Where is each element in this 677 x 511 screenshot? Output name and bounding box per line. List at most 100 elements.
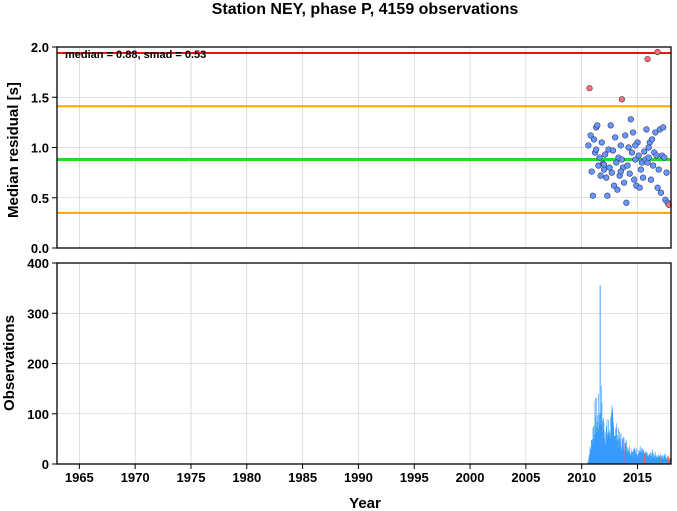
histogram-bar xyxy=(592,428,594,464)
histogram-bar xyxy=(605,442,606,464)
y-tick-label: 0 xyxy=(42,457,49,472)
histogram-bar xyxy=(591,439,593,464)
data-point xyxy=(621,179,628,186)
data-point xyxy=(617,142,624,149)
data-point xyxy=(631,176,638,183)
x-tick-label: 1980 xyxy=(232,470,261,485)
histogram-bar xyxy=(654,451,656,464)
histogram-bar xyxy=(639,445,641,464)
data-point xyxy=(654,184,661,191)
y-tick-label: 1.5 xyxy=(31,90,49,105)
histogram-bar xyxy=(634,447,636,464)
data-point xyxy=(627,116,634,123)
histogram-bar xyxy=(642,448,643,464)
histogram-bar xyxy=(640,452,642,464)
data-point xyxy=(588,168,595,175)
histogram-bar xyxy=(650,453,652,464)
histogram-bar xyxy=(631,455,633,464)
x-tick-label: 1995 xyxy=(400,470,429,485)
histogram-bar xyxy=(636,448,638,464)
histogram-bar xyxy=(621,451,623,464)
histogram-bar xyxy=(645,454,647,464)
data-point xyxy=(653,152,660,159)
histogram-bar xyxy=(657,455,658,464)
histogram-bar xyxy=(618,440,620,464)
histogram-bar xyxy=(626,446,628,464)
histogram-bar xyxy=(599,285,601,464)
histogram-bar xyxy=(647,455,649,464)
histogram-bar xyxy=(595,416,597,464)
data-point xyxy=(596,154,603,161)
histogram-bar xyxy=(601,425,602,464)
histogram-bar xyxy=(668,458,670,464)
histogram-bar xyxy=(595,432,596,464)
data-point xyxy=(586,85,593,92)
histogram-bar-highlight xyxy=(624,443,626,464)
histogram-bar xyxy=(610,432,612,464)
histogram-bar xyxy=(661,458,662,464)
histogram-bar xyxy=(633,448,634,464)
histogram-bar xyxy=(629,451,630,464)
histogram-bar xyxy=(646,453,648,464)
histogram-bar xyxy=(596,426,598,464)
histogram-bar xyxy=(623,437,625,464)
histogram-bar xyxy=(623,448,625,464)
histogram-bar xyxy=(669,459,670,464)
histogram-bar xyxy=(643,449,644,464)
histogram-bar xyxy=(651,454,653,464)
histogram-bar xyxy=(587,462,589,464)
histogram-bar xyxy=(593,434,595,464)
histogram-bar xyxy=(654,459,656,464)
histogram-bar xyxy=(602,420,604,464)
histogram-bar xyxy=(653,457,654,464)
histogram-bar xyxy=(613,426,614,464)
histogram-bar xyxy=(649,455,651,464)
histogram-bar xyxy=(625,440,627,464)
data-point xyxy=(600,161,608,168)
histogram-bar xyxy=(658,455,660,464)
histogram-bar xyxy=(645,451,647,464)
histogram-bar xyxy=(592,442,593,464)
histogram-bar xyxy=(598,415,600,464)
histogram-bar xyxy=(663,458,665,464)
histogram-bar xyxy=(598,393,599,464)
histogram-bar xyxy=(641,450,643,464)
histogram-bar-highlight xyxy=(667,456,669,464)
histogram-bar xyxy=(602,422,603,464)
histogram-bar xyxy=(627,450,629,464)
histogram-bar xyxy=(657,454,659,464)
histogram-bar xyxy=(604,431,606,464)
histogram-bar xyxy=(632,451,633,464)
histogram-bar xyxy=(652,452,654,464)
histogram-bar xyxy=(663,454,665,464)
histogram-bar xyxy=(599,285,601,464)
y-tick-label: 300 xyxy=(27,306,49,321)
histogram-bar xyxy=(655,459,657,464)
histogram-bar xyxy=(664,456,665,464)
histogram-bar xyxy=(651,449,653,464)
histogram-bar xyxy=(639,450,641,464)
histogram-bar xyxy=(642,451,644,464)
data-point xyxy=(636,184,643,191)
residual-grid xyxy=(57,46,671,249)
histogram-bar xyxy=(629,454,631,464)
histogram-bar xyxy=(596,432,597,464)
data-point xyxy=(645,154,652,161)
histogram-bar xyxy=(605,444,606,464)
histogram-bar xyxy=(635,454,637,464)
histogram-bar xyxy=(652,457,654,464)
histogram-bar xyxy=(637,455,639,464)
data-point xyxy=(594,122,601,129)
residual-y-ticks: 0.0 0.5 1.0 1.5 2.0 xyxy=(31,40,57,256)
histogram-bar xyxy=(626,452,628,464)
data-point xyxy=(589,192,596,199)
histogram-bar xyxy=(592,440,594,464)
residual-points xyxy=(585,48,672,208)
x-tick-label: 1975 xyxy=(177,470,206,485)
data-point xyxy=(661,154,668,161)
residual-reference-lines xyxy=(57,52,671,214)
x-tick-label: 1965 xyxy=(65,470,94,485)
histogram-bar xyxy=(599,412,600,464)
data-point xyxy=(604,192,611,199)
data-point xyxy=(622,132,629,139)
